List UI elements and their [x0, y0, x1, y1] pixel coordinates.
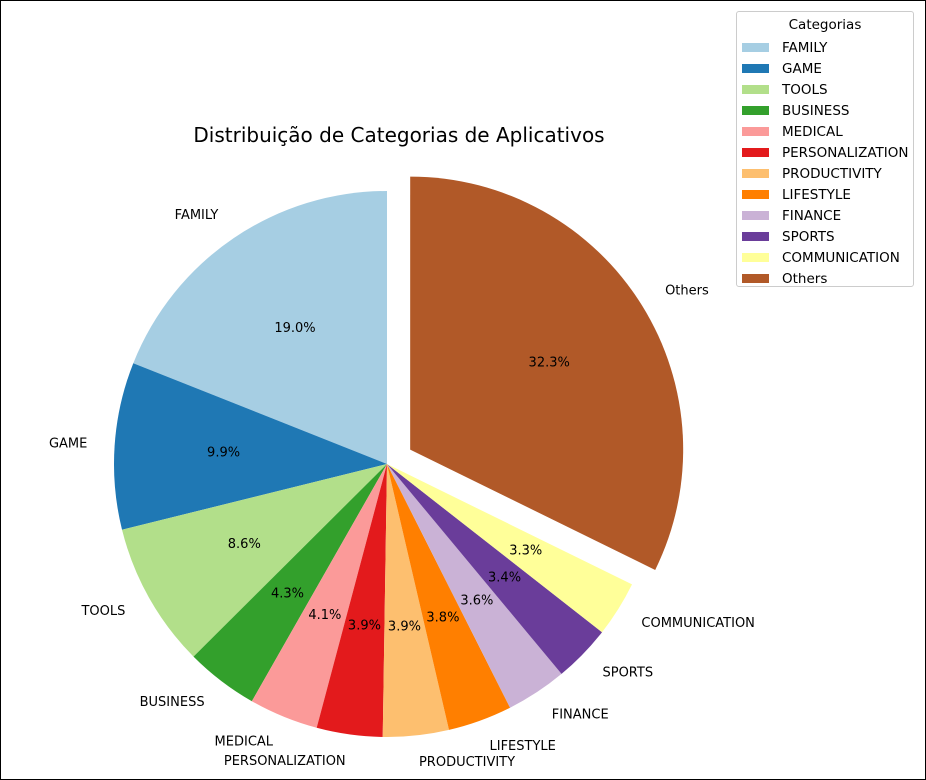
- legend-swatch: [742, 106, 769, 115]
- pie-slice-others: [410, 176, 684, 570]
- legend-title: Categorias: [788, 17, 862, 33]
- percentage-label-medical: 4.1%: [308, 608, 341, 623]
- category-label-personalization: PERSONALIZATION: [224, 754, 346, 769]
- category-label-others: Others: [665, 283, 709, 298]
- legend-swatch: [742, 148, 769, 157]
- legend-swatch: [742, 127, 769, 136]
- legend-item-personalization: PERSONALIZATION: [737, 142, 913, 163]
- pie-slices: [114, 176, 684, 737]
- legend-item-lifestyle: LIFESTYLE: [737, 184, 913, 205]
- legend-item-game: GAME: [737, 58, 913, 79]
- category-label-business: BUSINESS: [140, 695, 205, 710]
- percentage-label-others: 32.3%: [529, 355, 570, 370]
- percentage-label-family: 19.0%: [274, 321, 315, 336]
- legend-swatch: [742, 85, 769, 94]
- category-label-productivity: PRODUCTIVITY: [419, 755, 515, 770]
- legend-swatch: [742, 232, 769, 241]
- legend-item-medical: MEDICAL: [737, 121, 913, 142]
- legend-label: PRODUCTIVITY: [782, 165, 882, 182]
- legend-swatch: [742, 190, 769, 199]
- legend-label: TOOLS: [782, 81, 828, 98]
- legend-swatch: [742, 274, 769, 283]
- pie-slice-game: [114, 363, 387, 530]
- percentage-label-business: 4.3%: [271, 587, 304, 602]
- legend-swatch: [742, 64, 769, 73]
- legend-item-family: FAMILY: [737, 37, 913, 58]
- pie-slice-business: [193, 464, 387, 702]
- legend-label: MEDICAL: [782, 123, 843, 140]
- legend: Categorias FAMILY GAME TOOLS BUSINESS MEDICA…: [736, 11, 914, 287]
- pie-slice-personalization: [316, 464, 387, 737]
- pie-slice-tools: [122, 464, 387, 657]
- category-label-finance: FINANCE: [552, 708, 609, 723]
- legend-item-finance: FINANCE: [737, 205, 913, 226]
- legend-item-tools: TOOLS: [737, 79, 913, 100]
- percentage-label-communication: 3.3%: [509, 544, 542, 559]
- percentage-label-productivity: 3.9%: [388, 619, 421, 634]
- pie-slice-communication: [387, 464, 633, 633]
- legend-label: LIFESTYLE: [782, 186, 851, 203]
- legend-label: BUSINESS: [782, 102, 850, 119]
- legend-label: FINANCE: [782, 207, 842, 224]
- legend-items: FAMILY GAME TOOLS BUSINESS MEDICAL PERSONALIZ…: [737, 37, 913, 289]
- category-label-tools: TOOLS: [80, 604, 125, 619]
- category-label-sports: SPORTS: [602, 666, 653, 681]
- percentage-label-sports: 3.4%: [488, 571, 521, 586]
- legend-label: SPORTS: [782, 228, 835, 245]
- legend-item-productivity: PRODUCTIVITY: [737, 163, 913, 184]
- pie-slice-medical: [251, 464, 387, 728]
- category-label-medical: MEDICAL: [215, 734, 274, 749]
- category-label-family: FAMILY: [175, 208, 219, 223]
- percentage-label-personalization: 3.9%: [348, 619, 381, 634]
- percentage-label-lifestyle: 3.8%: [426, 610, 459, 625]
- category-labels: FAMILY GAME TOOLS BUSINESS MEDICAL PERSONALIZ…: [49, 208, 755, 770]
- legend-item-others: Others: [737, 268, 913, 289]
- legend-label: PERSONALIZATION: [782, 144, 909, 161]
- legend-label: Others: [782, 270, 828, 287]
- legend-label: FAMILY: [782, 39, 828, 56]
- legend-item-business: BUSINESS: [737, 100, 913, 121]
- category-label-game: GAME: [49, 436, 87, 451]
- percentage-labels: 19.0% 9.9% 8.6% 4.3% 4.1% 3.9% 3.9% 3.8%3.6% 3.4…: [207, 321, 570, 634]
- category-label-lifestyle: LIFESTYLE: [490, 739, 556, 754]
- legend-swatch: [742, 253, 769, 262]
- percentage-label-game: 9.9%: [207, 445, 240, 460]
- pie-slice-lifestyle: [387, 464, 511, 730]
- category-label-communication: COMMUNICATION: [641, 616, 755, 631]
- pie-slice-sports: [387, 464, 603, 674]
- percentage-label-tools: 8.6%: [228, 537, 261, 552]
- legend-swatch: [742, 169, 769, 178]
- chart-title: Distribuição de Categorias de Aplicativo…: [193, 123, 604, 147]
- percentage-label-finance: 3.6%: [460, 593, 493, 608]
- legend-swatch: [742, 211, 769, 220]
- legend-label: GAME: [782, 60, 822, 77]
- pie-slice-finance: [387, 464, 562, 708]
- legend-item-sports: SPORTS: [737, 226, 913, 247]
- legend-label: COMMUNICATION: [782, 249, 900, 266]
- legend-swatch: [742, 43, 769, 52]
- pie-slice-family: [133, 191, 387, 464]
- legend-item-communication: COMMUNICATION: [737, 247, 913, 268]
- pie-slice-productivity: [382, 464, 450, 737]
